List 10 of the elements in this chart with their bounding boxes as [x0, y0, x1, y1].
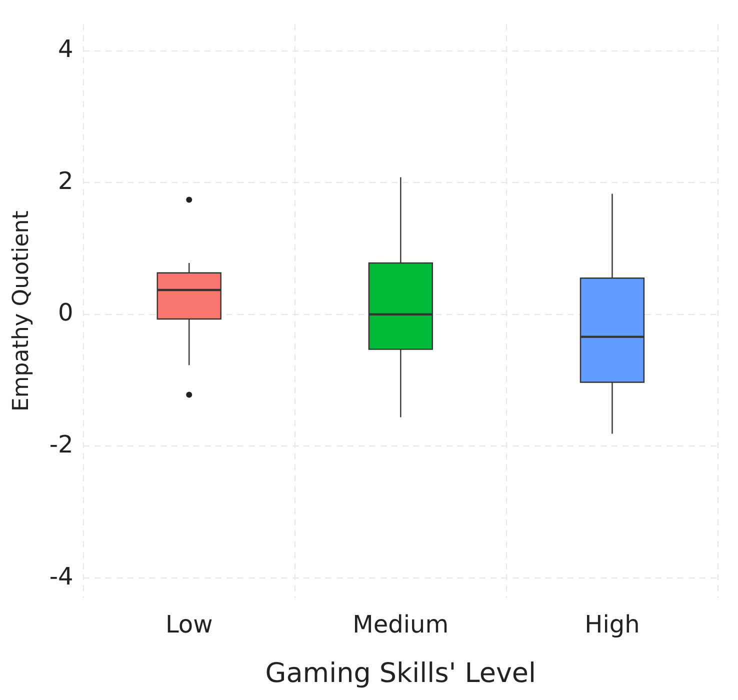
y-tick-label: 4 — [58, 35, 74, 63]
x-tick-label: Medium — [352, 610, 449, 638]
x-axis-title: Gaming Skills' Level — [265, 658, 536, 689]
x-tick-label: Low — [165, 610, 213, 638]
y-tick-label: -4 — [49, 562, 74, 590]
y-tick-label: 2 — [58, 166, 74, 195]
y-tick-label: 0 — [58, 298, 74, 327]
y-tick-label: -2 — [49, 430, 74, 458]
y-axis-title: Empathy Quotient — [8, 210, 34, 412]
x-tick-label: High — [584, 610, 640, 638]
